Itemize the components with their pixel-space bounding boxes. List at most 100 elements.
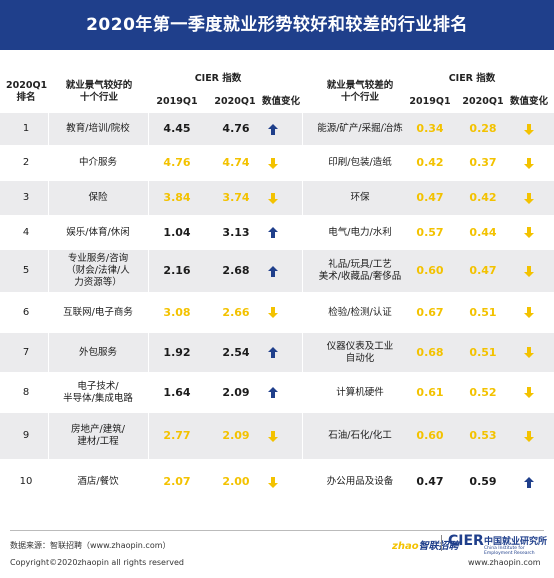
- table-row: 2 中介服务 4.76 4.74 印刷/包装/造纸 0.42 0.37: [0, 146, 554, 180]
- bad-2020q1-value: 0.51: [469, 346, 497, 359]
- column-separator: [302, 250, 303, 292]
- column-separator: [302, 413, 303, 459]
- column-separator: [302, 181, 303, 215]
- good-industry-cell: 中介服务: [78, 157, 117, 168]
- column-separator: [302, 216, 303, 249]
- column-separator: [148, 373, 149, 412]
- footer-divider: [10, 530, 544, 531]
- good-2020q1-value: 2.09: [222, 386, 250, 399]
- header-2019q1-left: 2019Q1: [156, 96, 198, 107]
- rank-cell: 10: [19, 476, 33, 487]
- good-2019q1-value: 3.08: [163, 306, 191, 319]
- rank-cell: 9: [22, 430, 30, 441]
- table-row: 5 专业服务/咨询 （财会/法律/人 力资源等） 2.16 2.68 礼品/玩具/工艺 …: [0, 250, 554, 292]
- column-separator: [48, 293, 49, 332]
- bad-2020q1-value: 0.47: [469, 264, 497, 277]
- good-change-cell: [262, 192, 284, 209]
- bad-2020q1-value: 0.37: [469, 156, 497, 169]
- bad-2019q1-value: 0.57: [416, 226, 444, 239]
- title-bar: 2020年第一季度就业形势较好和较差的行业排名: [0, 0, 554, 50]
- zhaopin-logo: zhao智联招聘: [392, 541, 459, 552]
- cier-logo: CIER: [448, 533, 484, 549]
- good-2019q1-value: 4.76: [163, 156, 191, 169]
- arrow-down-icon: [268, 307, 278, 318]
- bad-2019q1-value: 0.42: [416, 156, 444, 169]
- arrow-down-icon: [524, 227, 534, 238]
- column-separator: [48, 113, 49, 145]
- footer-url: www.zhaopin.com: [468, 558, 541, 567]
- header-2020q1-left: 2020Q1: [214, 96, 256, 107]
- good-change-cell: [262, 306, 284, 323]
- good-2019q1-value: 1.04: [163, 226, 191, 239]
- bad-industry-cell: 印刷/包装/造纸: [328, 157, 392, 168]
- arrow-up-icon: [268, 124, 278, 135]
- good-2020q1-value: 4.74: [222, 156, 250, 169]
- good-industry-cell: 外包服务: [78, 347, 117, 358]
- good-industry-cell: 专业服务/咨询 （财会/法律/人 力资源等）: [66, 253, 130, 288]
- good-2019q1-value: 3.84: [163, 191, 191, 204]
- table-row: 4 娱乐/体育/休闲 1.04 3.13 电气/电力/水利 0.57 0.44: [0, 216, 554, 249]
- column-separator: [148, 113, 149, 145]
- good-industry-cell: 房地产/建筑/ 建材/工程: [71, 424, 125, 447]
- column-separator: [302, 333, 303, 372]
- rank-cell: 4: [22, 227, 30, 238]
- bad-2019q1-value: 0.60: [416, 429, 444, 442]
- arrow-down-icon: [524, 266, 534, 277]
- arrow-down-icon: [524, 124, 534, 135]
- bad-industry-cell: 环保: [350, 192, 370, 203]
- cier-logo-chinese: 中国就业研究所: [484, 537, 548, 547]
- header-rank: 2020Q1 排名: [6, 80, 48, 103]
- header-cier-left: CIER 指数: [194, 73, 242, 84]
- good-2020q1-value: 3.13: [222, 226, 250, 239]
- good-industry-cell: 电子技术/ 半导体/集成电路: [63, 381, 133, 404]
- bad-2020q1-value: 0.28: [469, 122, 497, 135]
- bad-change-cell: [518, 306, 540, 323]
- table-row: 3 保险 3.84 3.74 环保 0.47 0.42: [0, 181, 554, 215]
- footer-copyright: Copyright©2020zhaopin all rights reserve…: [10, 558, 184, 567]
- bad-industry-cell: 检验/检测/认证: [328, 307, 392, 318]
- bad-industry-cell: 礼品/玩具/工艺 美术/收藏品/奢侈品: [318, 259, 402, 282]
- header-2020q1-right: 2020Q1: [462, 96, 504, 107]
- good-2020q1-value: 4.76: [222, 122, 250, 135]
- arrow-up-icon: [524, 477, 534, 488]
- good-2019q1-value: 2.07: [163, 475, 191, 488]
- good-2019q1-value: 1.92: [163, 346, 191, 359]
- header-good-industries: 就业景气较好的 十个行业: [65, 80, 133, 103]
- bad-change-cell: [518, 226, 540, 243]
- column-separator: [148, 293, 149, 332]
- logo-separator: [441, 535, 442, 551]
- good-change-cell: [262, 123, 284, 140]
- bad-2019q1-value: 0.60: [416, 264, 444, 277]
- arrow-down-icon: [268, 193, 278, 204]
- column-separator: [148, 461, 149, 503]
- column-separator: [148, 181, 149, 215]
- table-row: 1 教育/培训/院校 4.45 4.76 能源/矿产/采掘/冶炼 0.34 0.28: [0, 113, 554, 145]
- good-2019q1-value: 4.45: [163, 122, 191, 135]
- good-2019q1-value: 2.77: [163, 429, 191, 442]
- column-separator: [48, 373, 49, 412]
- bad-industry-cell: 办公用品及设备: [326, 476, 394, 487]
- good-industry-cell: 娱乐/体育/休闲: [66, 227, 130, 238]
- good-change-cell: [262, 476, 284, 493]
- bad-2020q1-value: 0.52: [469, 386, 497, 399]
- good-industry-cell: 保险: [88, 192, 108, 203]
- bad-industry-cell: 电气/电力/水利: [328, 227, 392, 238]
- good-2020q1-value: 3.74: [222, 191, 250, 204]
- bad-2019q1-value: 0.68: [416, 346, 444, 359]
- arrow-down-icon: [268, 477, 278, 488]
- good-change-cell: [262, 430, 284, 447]
- bad-industry-cell: 仪器仪表及工业 自动化: [326, 341, 394, 364]
- page-title: 2020年第一季度就业形势较好和较差的行业排名: [86, 15, 468, 35]
- bad-industry-cell: 计算机硬件: [336, 387, 384, 398]
- good-change-cell: [262, 226, 284, 243]
- arrow-down-icon: [524, 347, 534, 358]
- arrow-down-icon: [268, 431, 278, 442]
- bad-2019q1-value: 0.67: [416, 306, 444, 319]
- bad-change-cell: [518, 192, 540, 209]
- bad-2019q1-value: 0.47: [416, 475, 444, 488]
- bad-2019q1-value: 0.47: [416, 191, 444, 204]
- header-cier-right: CIER 指数: [448, 73, 496, 84]
- bad-change-cell: [518, 123, 540, 140]
- good-industry-cell: 教育/培训/院校: [66, 123, 130, 134]
- rank-cell: 5: [22, 265, 30, 276]
